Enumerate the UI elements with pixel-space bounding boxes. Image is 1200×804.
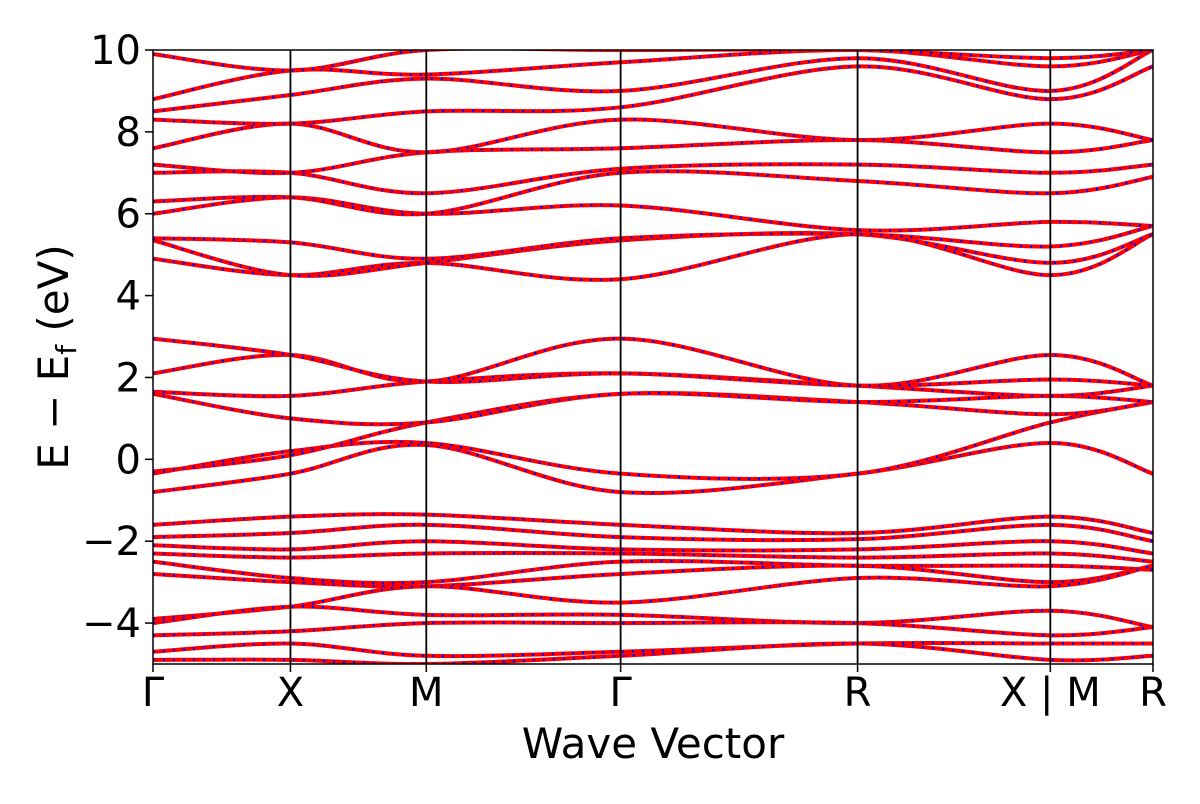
y-axis-ticks: −4 −2 0 2 4 6 8 10: [82, 28, 153, 647]
x-tick-label: Γ: [142, 670, 165, 716]
x-tick-label: X | M: [1000, 670, 1101, 716]
y-axis-label-main: E − E: [29, 355, 78, 470]
band-line-21-solid: [153, 224, 1153, 261]
band-lines: [153, 50, 1153, 664]
band-line-26-dashed: [153, 118, 1153, 154]
y-axis-label-unit: (eV): [29, 244, 78, 345]
y-axis-label-subscript: f: [50, 344, 83, 355]
band-line-2-solid: [153, 400, 1153, 481]
plot-frame: [152, 49, 1154, 665]
y-tick-label: 0: [116, 437, 141, 483]
x-tick-label: Γ: [609, 670, 632, 716]
band-line-16-solid: [153, 620, 1153, 638]
band-line-15-dashed: [153, 605, 1153, 629]
y-tick-label: 8: [116, 110, 141, 156]
y-tick-label: 4: [116, 274, 141, 320]
band-line-20-solid: [153, 230, 1153, 278]
band-line-8-solid: [153, 512, 1153, 536]
x-tick-label: R: [844, 670, 872, 716]
kpoint-dividers: [289, 50, 1052, 664]
y-tick-label: 6: [116, 192, 141, 238]
band-line-23-dashed: [153, 169, 1153, 216]
band-line-3-solid: [153, 391, 1153, 474]
band-line-17-solid: [153, 640, 1153, 659]
y-tick-label: 2: [116, 355, 141, 401]
band-line-22-solid: [153, 195, 1153, 233]
band-line-3-dashed: [153, 391, 1153, 473]
band-line-30-dashed: [153, 50, 1153, 72]
x-axis-label: Wave Vector: [522, 719, 785, 768]
band-line-18-solid: [153, 641, 1153, 664]
band-line-7-dashed: [153, 337, 1153, 388]
band-line-28-dashed: [153, 50, 1153, 113]
band-line-10-solid: [153, 539, 1153, 556]
x-tick-label: R: [1139, 670, 1167, 716]
band-line-27-dashed: [153, 65, 1153, 126]
band-line-24-solid: [153, 162, 1153, 196]
y-tick-label: 10: [90, 28, 141, 74]
y-tick-label: −4: [82, 601, 141, 647]
band-line-13-solid: [153, 563, 1153, 589]
x-tick-label: M: [409, 670, 444, 716]
band-line-9-solid: [153, 522, 1153, 544]
x-tick-label: X: [277, 670, 304, 716]
y-axis-label: E − Ef (eV): [29, 244, 83, 470]
band-line-25-solid: [153, 138, 1153, 176]
x-axis-ticks: Γ X M Γ R X | M R: [142, 664, 1167, 716]
band-line-11-solid: [153, 550, 1153, 564]
band-line-1-solid: [153, 440, 1153, 495]
band-line-6-solid: [153, 336, 1153, 388]
y-tick-label: −2: [82, 519, 141, 565]
